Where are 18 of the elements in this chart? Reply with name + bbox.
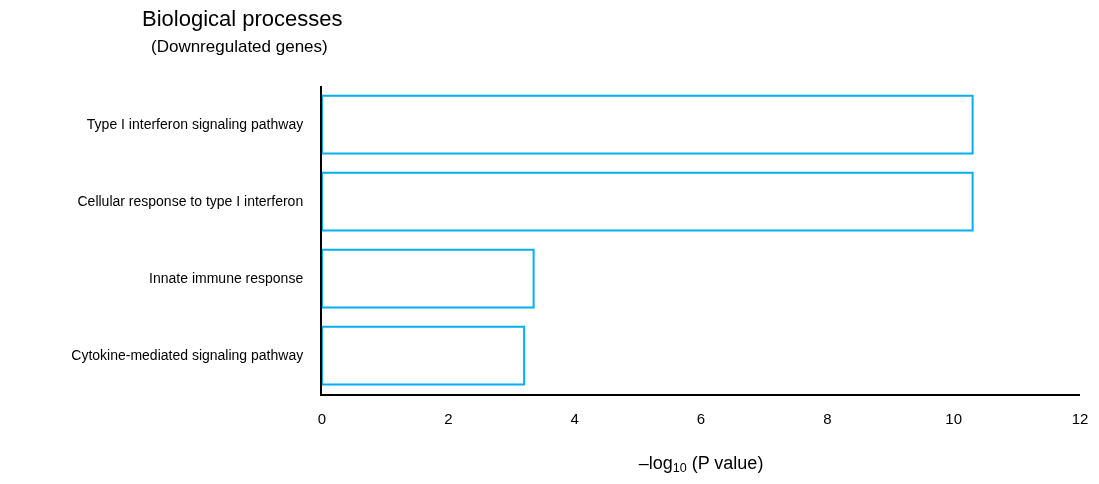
x-tick-label: 0: [317, 410, 327, 427]
bar: [322, 94, 974, 155]
x-tick-label: 6: [696, 410, 706, 427]
bar: [322, 325, 526, 386]
x-tick-label: 8: [823, 410, 832, 427]
x-tick-label: 2: [444, 410, 453, 427]
y-tick-label: Type I interferon signaling pathway: [86, 116, 304, 133]
y-tick-label: Innate immune response: [149, 270, 304, 287]
x-axis-title: –log$_{10}$ (P value): [638, 452, 764, 476]
y-tick-label: Cellular response to type I interferon: [77, 193, 304, 210]
chart-subtitle: (Downregulated genes): [151, 37, 328, 56]
y-tick-label: Cytokine-mediated signaling pathway: [71, 347, 304, 364]
bar: [322, 171, 974, 232]
x-tick-label: 12: [1071, 410, 1089, 427]
bar: [322, 248, 535, 309]
x-tick-label: 10: [945, 410, 963, 427]
x-tick-label: 4: [570, 410, 579, 427]
chart-title: Biological processes: [142, 6, 343, 31]
